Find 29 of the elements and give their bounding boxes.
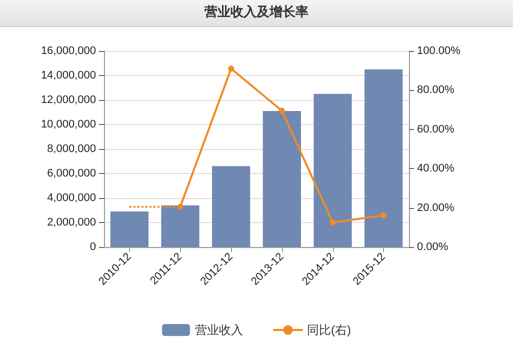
y-tick-label: 8,000,000 [47, 143, 96, 155]
y2-tick-label: 80.00% [417, 84, 455, 96]
chart-title: 营业收入及增长率 [0, 0, 513, 27]
point [330, 220, 336, 226]
y-tick-label: 4,000,000 [47, 192, 96, 204]
bar [364, 69, 403, 247]
y-tick-label: 2,000,000 [47, 216, 96, 228]
y2-tick-label: 20.00% [417, 202, 455, 214]
bar [212, 166, 250, 247]
legend-label: 同比(右) [307, 323, 352, 337]
bar [110, 211, 148, 247]
y-tick-label: 12,000,000 [40, 94, 96, 106]
bar [161, 205, 200, 247]
y-tick-label: 16,000,000 [40, 45, 96, 57]
y2-tick-label: 100.00% [417, 45, 461, 57]
y2-tick-label: 60.00% [417, 123, 455, 136]
y-tick-label: 10,000,000 [40, 118, 96, 130]
point [228, 66, 234, 72]
y2-tick-label: 40.00% [417, 162, 455, 175]
bar [314, 94, 352, 247]
legend-label: 营业收入 [195, 323, 244, 337]
y-tick-label: 14,000,000 [40, 70, 96, 82]
y-tick-label: 0 [90, 241, 96, 253]
point [380, 212, 387, 218]
bar [262, 111, 301, 247]
point [278, 108, 285, 114]
y2-tick-label: 0.00% [417, 241, 448, 253]
y-tick-label: 6,000,000 [47, 168, 96, 180]
point [177, 204, 184, 210]
